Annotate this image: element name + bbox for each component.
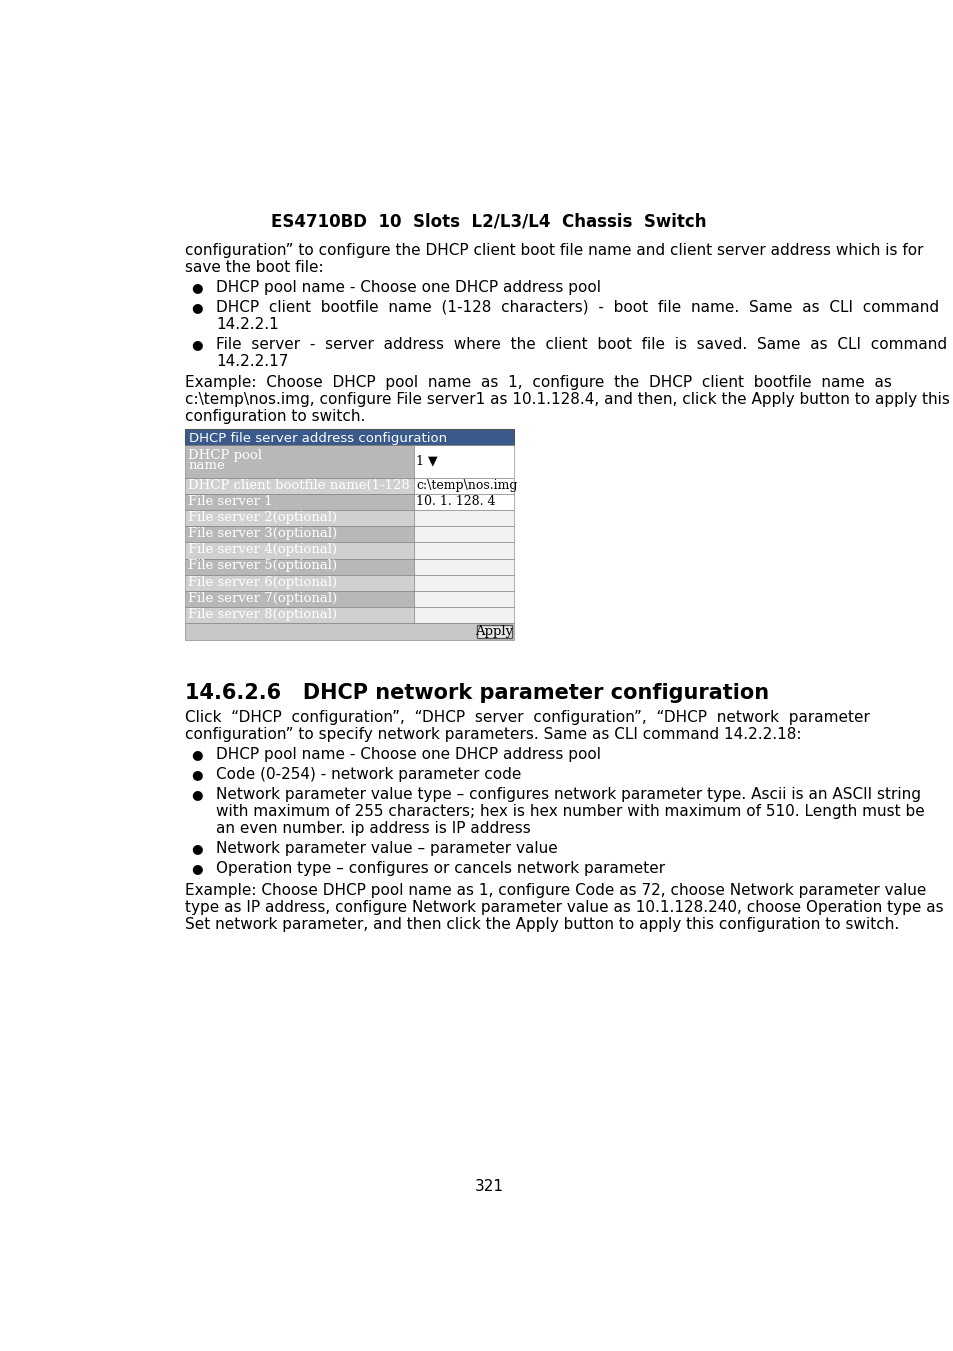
Bar xyxy=(185,511,414,527)
Bar xyxy=(185,478,414,494)
Text: DHCP  client  bootfile  name  (1-128  characters)  -  boot  file  name.  Same  a: DHCP client bootfile name (1-128 charact… xyxy=(216,300,939,315)
Text: File server 2(optional): File server 2(optional) xyxy=(188,511,337,524)
Text: ●: ● xyxy=(191,862,202,875)
Text: 14.2.2.1: 14.2.2.1 xyxy=(216,317,278,332)
Text: c:\temp\nos.img, configure File server1 as 10.1.128.4, and then, click the Apply: c:\temp\nos.img, configure File server1 … xyxy=(185,392,949,408)
Text: configuration” to configure the DHCP client boot file name and client server add: configuration” to configure the DHCP cli… xyxy=(185,243,923,258)
Text: DHCP file server address configuration: DHCP file server address configuration xyxy=(189,431,447,444)
Text: DHCP pool name - Choose one DHCP address pool: DHCP pool name - Choose one DHCP address… xyxy=(216,280,600,295)
Text: name: name xyxy=(188,459,225,473)
Text: c:\temp\nos.img: c:\temp\nos.img xyxy=(416,478,517,492)
Text: 321: 321 xyxy=(474,1178,503,1193)
Text: Click  “DHCP  configuration”,  “DHCP  server  configuration”,  “DHCP  network  p: Click “DHCP configuration”, “DHCP server… xyxy=(185,711,869,725)
Text: 14.6.2.6   DHCP network parameter configuration: 14.6.2.6 DHCP network parameter configur… xyxy=(185,682,768,703)
Text: ●: ● xyxy=(191,748,202,761)
Text: File server 8(optional): File server 8(optional) xyxy=(188,608,337,621)
Text: ES4710BD  10  Slots  L2/L3/L4  Chassis  Switch: ES4710BD 10 Slots L2/L3/L4 Chassis Switc… xyxy=(271,212,706,230)
Text: ●: ● xyxy=(191,769,202,781)
Text: Code (0-254) - network parameter code: Code (0-254) - network parameter code xyxy=(216,767,521,782)
Text: Example:  Choose  DHCP  pool  name  as  1,  configure  the  DHCP  client  bootfi: Example: Choose DHCP pool name as 1, con… xyxy=(185,376,891,390)
Text: DHCP client bootfile name(1-128 character): DHCP client bootfile name(1-128 characte… xyxy=(188,478,484,492)
Text: DHCP pool: DHCP pool xyxy=(188,449,262,462)
Text: configuration” to specify network parameters. Same as CLI command 14.2.2.18:: configuration” to specify network parame… xyxy=(185,727,801,742)
Text: File  server  -  server  address  where  the  client  boot  file  is  saved.  Sa: File server - server address where the c… xyxy=(216,336,946,351)
Text: Network parameter value – parameter value: Network parameter value – parameter valu… xyxy=(216,842,558,857)
Text: File server 3(optional): File server 3(optional) xyxy=(188,527,337,540)
Bar xyxy=(414,446,514,478)
Bar xyxy=(185,428,514,446)
Bar xyxy=(414,543,514,559)
Text: with maximum of 255 characters; hex is hex number with maximum of 510. Length mu: with maximum of 255 characters; hex is h… xyxy=(216,804,923,819)
Text: DHCP pool name - Choose one DHCP address pool: DHCP pool name - Choose one DHCP address… xyxy=(216,747,600,762)
Bar xyxy=(185,623,514,640)
Bar xyxy=(414,607,514,623)
Text: save the boot file:: save the boot file: xyxy=(185,259,323,274)
Text: Example: Choose DHCP pool name as 1, configure Code as 72, choose Network parame: Example: Choose DHCP pool name as 1, con… xyxy=(185,882,925,898)
Bar xyxy=(414,478,514,494)
Text: configuration to switch.: configuration to switch. xyxy=(185,409,365,424)
Text: Set network parameter, and then click the Apply button to apply this configurati: Set network parameter, and then click th… xyxy=(185,917,899,932)
Bar xyxy=(414,590,514,607)
Text: Apply: Apply xyxy=(475,624,513,638)
Bar xyxy=(185,559,414,574)
Bar xyxy=(185,607,414,623)
Bar xyxy=(414,511,514,527)
Text: Network parameter value type – configures network parameter type. Ascii is an AS: Network parameter value type – configure… xyxy=(216,788,921,802)
Bar xyxy=(185,446,414,478)
Text: 10. 1. 128. 4: 10. 1. 128. 4 xyxy=(416,494,495,508)
Bar xyxy=(185,543,414,559)
Text: ●: ● xyxy=(191,301,202,313)
Text: ●: ● xyxy=(191,338,202,351)
Bar xyxy=(414,494,514,511)
Text: File server 6(optional): File server 6(optional) xyxy=(188,576,337,589)
Bar xyxy=(185,590,414,607)
Text: ●: ● xyxy=(191,788,202,801)
Bar xyxy=(185,574,414,590)
Text: File server 4(optional): File server 4(optional) xyxy=(188,543,337,557)
Text: File server 7(optional): File server 7(optional) xyxy=(188,592,337,605)
Bar xyxy=(414,574,514,590)
Bar xyxy=(414,559,514,574)
Text: type as IP address, configure Network parameter value as 10.1.128.240, choose Op: type as IP address, configure Network pa… xyxy=(185,900,943,915)
Text: File server 1: File server 1 xyxy=(188,494,273,508)
Text: Operation type – configures or cancels network parameter: Operation type – configures or cancels n… xyxy=(216,862,664,877)
Text: an even number. ip address is IP address: an even number. ip address is IP address xyxy=(216,821,530,836)
Text: ●: ● xyxy=(191,281,202,293)
Bar xyxy=(476,626,512,639)
Bar xyxy=(185,527,414,543)
Text: ●: ● xyxy=(191,842,202,855)
Bar xyxy=(185,494,414,511)
Bar xyxy=(414,527,514,543)
Text: File server 5(optional): File server 5(optional) xyxy=(188,559,337,573)
Text: 1 ▼: 1 ▼ xyxy=(416,454,437,467)
Text: 14.2.2.17: 14.2.2.17 xyxy=(216,354,288,369)
